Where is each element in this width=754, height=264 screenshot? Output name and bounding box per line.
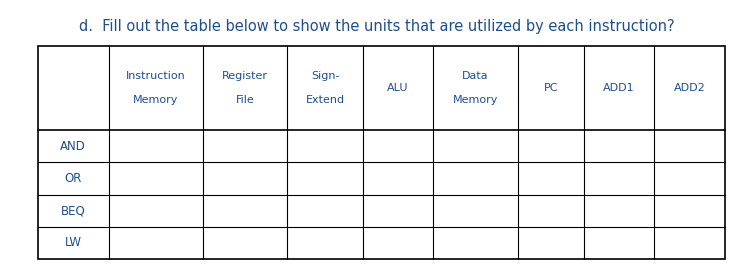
Text: Extend: Extend: [305, 95, 345, 105]
Text: PC: PC: [544, 83, 558, 93]
Text: d.  Fill out the table below to show the units that are utilized by each instruc: d. Fill out the table below to show the …: [79, 19, 675, 34]
Text: ADD1: ADD1: [603, 83, 635, 93]
Text: AND: AND: [60, 140, 86, 153]
Text: BEQ: BEQ: [61, 204, 86, 217]
Text: Sign-: Sign-: [311, 71, 339, 81]
Text: Register: Register: [222, 71, 268, 81]
Text: ADD2: ADD2: [674, 83, 706, 93]
Text: Memory: Memory: [133, 95, 179, 105]
Text: Instruction: Instruction: [126, 71, 185, 81]
Text: ALU: ALU: [388, 83, 409, 93]
Text: LW: LW: [65, 236, 81, 249]
Text: File: File: [236, 95, 254, 105]
Text: OR: OR: [65, 172, 82, 185]
Text: Data: Data: [462, 71, 489, 81]
Text: Memory: Memory: [453, 95, 498, 105]
Bar: [38, 46, 725, 259]
